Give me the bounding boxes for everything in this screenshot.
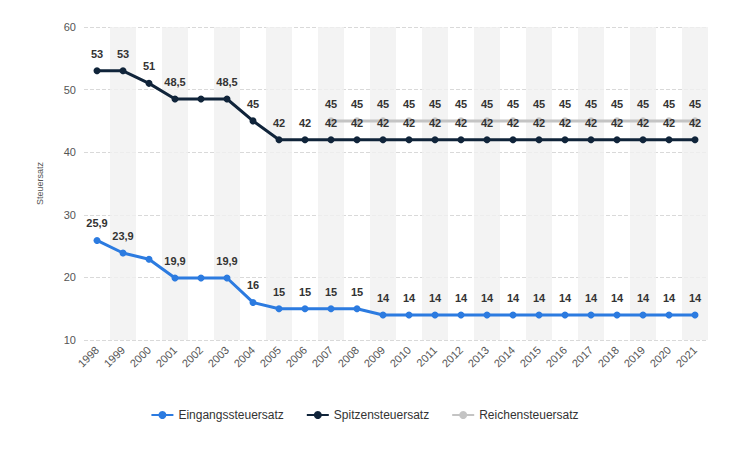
svg-text:19,9: 19,9 <box>216 255 237 267</box>
svg-text:2009: 2009 <box>361 344 387 370</box>
svg-text:45: 45 <box>533 98 545 110</box>
svg-text:42: 42 <box>533 117 545 129</box>
svg-text:45: 45 <box>351 98 363 110</box>
svg-text:2012: 2012 <box>439 344 465 370</box>
svg-text:1999: 1999 <box>101 344 127 370</box>
svg-text:45: 45 <box>325 98 337 110</box>
svg-text:42: 42 <box>299 117 311 129</box>
svg-text:42: 42 <box>403 117 415 129</box>
svg-text:25,9: 25,9 <box>86 217 107 229</box>
svg-text:42: 42 <box>663 117 675 129</box>
svg-text:42: 42 <box>351 117 363 129</box>
svg-text:2002: 2002 <box>179 344 205 370</box>
svg-text:30: 30 <box>64 209 76 221</box>
svg-text:2014: 2014 <box>491 344 517 370</box>
svg-text:45: 45 <box>377 98 389 110</box>
svg-text:42: 42 <box>585 117 597 129</box>
svg-text:14: 14 <box>637 292 650 304</box>
svg-text:48,5: 48,5 <box>164 76 185 88</box>
svg-text:2020: 2020 <box>647 344 673 370</box>
svg-text:23,9: 23,9 <box>112 230 133 242</box>
svg-text:Steuersatz: Steuersatz <box>35 161 45 205</box>
svg-text:60: 60 <box>64 21 76 33</box>
svg-text:Spitzensteuersatz: Spitzensteuersatz <box>334 408 429 422</box>
svg-text:14: 14 <box>429 292 442 304</box>
svg-text:53: 53 <box>117 48 129 60</box>
svg-text:14: 14 <box>533 292 546 304</box>
svg-text:2006: 2006 <box>283 344 309 370</box>
svg-text:2008: 2008 <box>335 344 361 370</box>
svg-text:42: 42 <box>273 117 285 129</box>
svg-text:50: 50 <box>64 84 76 96</box>
svg-text:51: 51 <box>143 60 155 72</box>
svg-text:16: 16 <box>247 279 259 291</box>
svg-text:45: 45 <box>663 98 675 110</box>
svg-text:42: 42 <box>507 117 519 129</box>
svg-text:15: 15 <box>299 286 311 298</box>
svg-text:14: 14 <box>663 292 676 304</box>
svg-text:42: 42 <box>325 117 337 129</box>
svg-text:14: 14 <box>611 292 624 304</box>
svg-text:42: 42 <box>559 117 571 129</box>
svg-text:42: 42 <box>455 117 467 129</box>
svg-text:42: 42 <box>429 117 441 129</box>
svg-text:45: 45 <box>403 98 415 110</box>
svg-text:14: 14 <box>689 292 702 304</box>
svg-text:2013: 2013 <box>465 344 491 370</box>
svg-text:Eingangssteuersatz: Eingangssteuersatz <box>178 408 283 422</box>
svg-text:2010: 2010 <box>387 344 413 370</box>
svg-text:15: 15 <box>325 286 337 298</box>
svg-text:53: 53 <box>91 48 103 60</box>
svg-text:45: 45 <box>611 98 623 110</box>
svg-text:42: 42 <box>637 117 649 129</box>
svg-text:45: 45 <box>585 98 597 110</box>
svg-text:48,5: 48,5 <box>216 76 237 88</box>
svg-text:45: 45 <box>689 98 701 110</box>
svg-text:15: 15 <box>351 286 363 298</box>
svg-text:2004: 2004 <box>231 344 257 370</box>
svg-text:45: 45 <box>559 98 571 110</box>
svg-text:10: 10 <box>64 334 76 346</box>
svg-text:2018: 2018 <box>595 344 621 370</box>
svg-text:45: 45 <box>247 98 259 110</box>
svg-text:2000: 2000 <box>127 344 153 370</box>
svg-text:45: 45 <box>481 98 493 110</box>
svg-text:2003: 2003 <box>205 344 231 370</box>
svg-text:45: 45 <box>429 98 441 110</box>
svg-text:Reichensteuersatz: Reichensteuersatz <box>479 408 578 422</box>
svg-text:45: 45 <box>637 98 649 110</box>
svg-text:45: 45 <box>507 98 519 110</box>
svg-text:2016: 2016 <box>543 344 569 370</box>
svg-text:14: 14 <box>507 292 520 304</box>
svg-text:45: 45 <box>455 98 467 110</box>
svg-text:19,9: 19,9 <box>164 255 185 267</box>
svg-text:2001: 2001 <box>153 344 179 370</box>
svg-text:2015: 2015 <box>517 344 543 370</box>
svg-text:2007: 2007 <box>309 344 335 370</box>
svg-text:42: 42 <box>689 117 701 129</box>
svg-text:2019: 2019 <box>621 344 647 370</box>
svg-text:2011: 2011 <box>414 344 439 369</box>
svg-text:42: 42 <box>611 117 623 129</box>
svg-text:1998: 1998 <box>75 344 101 370</box>
svg-text:14: 14 <box>481 292 494 304</box>
svg-text:2017: 2017 <box>569 344 595 370</box>
svg-text:2005: 2005 <box>257 344 283 370</box>
svg-text:14: 14 <box>585 292 598 304</box>
svg-text:14: 14 <box>455 292 468 304</box>
svg-text:42: 42 <box>377 117 389 129</box>
svg-text:15: 15 <box>273 286 285 298</box>
svg-text:14: 14 <box>377 292 390 304</box>
svg-text:42: 42 <box>481 117 493 129</box>
svg-text:40: 40 <box>64 146 76 158</box>
svg-text:14: 14 <box>559 292 572 304</box>
svg-text:14: 14 <box>403 292 416 304</box>
svg-text:20: 20 <box>64 271 76 283</box>
svg-text:2021: 2021 <box>673 344 699 370</box>
